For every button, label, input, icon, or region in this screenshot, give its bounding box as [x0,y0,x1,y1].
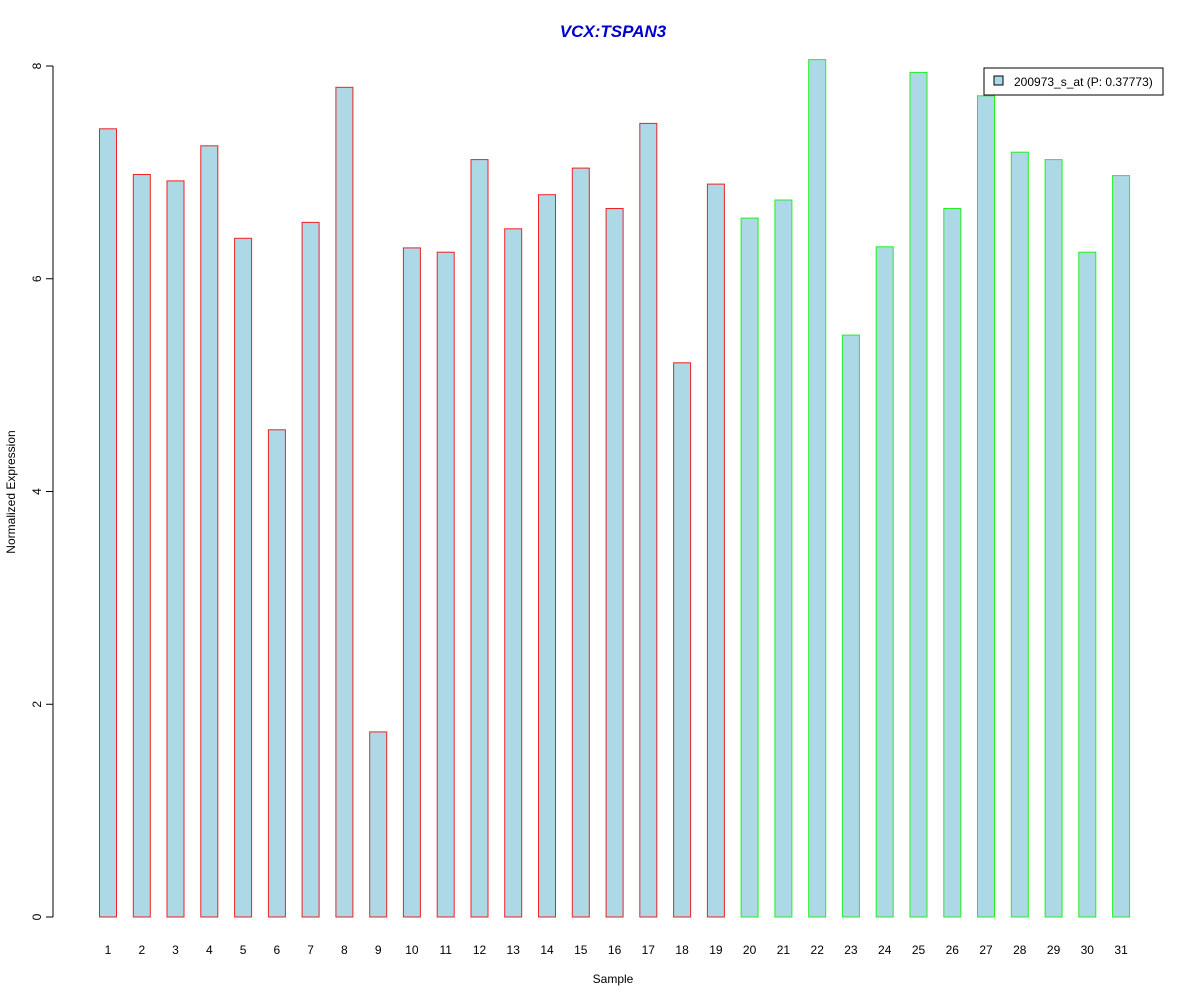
x-tick-label: 9 [375,943,382,957]
y-tick-label: 4 [30,488,44,495]
x-tick-label: 2 [138,943,145,957]
x-tick-label: 24 [878,943,892,957]
x-tick-label: 30 [1081,943,1095,957]
x-tick-label: 18 [675,943,689,957]
x-tick-labels: 1 2 3 4 5 6 7 8 9 10 11 12 13 14 15 16 17 18 19 20 21 22 23 24 2… [105,943,1128,957]
bar-sample-22 [808,59,827,918]
y-tick-label: 2 [30,701,44,708]
bar-sample-30 [1078,251,1097,918]
bar-sample-28 [1010,151,1029,918]
bar-sample-9 [369,731,388,918]
x-tick-label: 20 [743,943,757,957]
x-tick-label: 3 [172,943,179,957]
bar-sample-25 [909,71,928,918]
bar-sample-3 [166,180,185,918]
bar-sample-18 [673,362,692,918]
legend-label: 200973_s_at (P: 0.37773) [1014,75,1153,89]
x-tick-label: 29 [1047,943,1061,957]
x-tick-label: 4 [206,943,213,957]
x-tick-label: 16 [608,943,622,957]
bar-sample-31 [1112,175,1131,918]
x-tick-label: 5 [240,943,247,957]
bar-sample-23 [841,334,860,918]
bar-sample-4 [200,145,219,918]
x-tick-label: 26 [946,943,960,957]
bar-sample-29 [1044,159,1063,918]
x-tick-label: 23 [844,943,858,957]
bar-sample-16 [605,208,624,918]
x-axis-label: Sample [593,972,634,986]
x-tick-label: 14 [540,943,554,957]
x-tick-label: 28 [1013,943,1027,957]
bar-sample-2 [132,174,151,918]
bar-sample-27 [977,95,995,918]
bar-sample-24 [875,246,894,918]
legend: 200973_s_at (P: 0.37773) [983,67,1164,96]
y-axis-label: Normalized Expression [4,430,18,553]
legend-swatch [993,75,1004,86]
legend-box [983,67,1164,96]
x-tick-label: 12 [473,943,487,957]
x-tick-label: 22 [811,943,825,957]
x-tick-label: 6 [274,943,281,957]
x-tick-label: 1 [105,943,112,957]
x-tick-label: 25 [912,943,926,957]
x-tick-label: 27 [979,943,993,957]
bar-sample-6 [267,429,286,918]
bar-sample-19 [706,183,725,918]
bar-sample-11 [436,251,455,918]
bar-sample-5 [234,237,253,918]
bar-sample-12 [470,159,489,918]
bar-sample-1 [99,128,117,918]
x-tick-label: 13 [507,943,521,957]
x-tick-label: 17 [642,943,656,957]
x-tick-label: 10 [405,943,419,957]
x-tick-label: 15 [574,943,588,957]
bar-sample-10 [402,247,421,918]
x-tick-label: 11 [439,943,452,957]
y-axis: 0 2 4 6 8 [30,62,54,920]
bar-sample-7 [301,221,320,918]
bar-sample-20 [740,217,759,918]
bar-sample-8 [335,86,354,918]
y-tick-label: 6 [30,275,44,282]
bar-sample-15 [571,167,590,918]
x-tick-label: 21 [777,943,791,957]
y-tick-label: 8 [30,62,44,69]
bar-sample-17 [639,122,658,918]
x-tick-label: 19 [709,943,723,957]
bar-sample-14 [538,194,556,918]
bars [99,59,1131,918]
chart-title: VCX:TSPAN3 [560,22,667,41]
bar-sample-13 [504,228,523,918]
x-tick-label: 31 [1114,943,1128,957]
bar-sample-26 [943,208,962,918]
x-tick-label: 7 [307,943,314,957]
y-tick-label: 0 [30,913,44,920]
x-tick-label: 8 [341,943,348,957]
bar-sample-21 [774,199,793,918]
